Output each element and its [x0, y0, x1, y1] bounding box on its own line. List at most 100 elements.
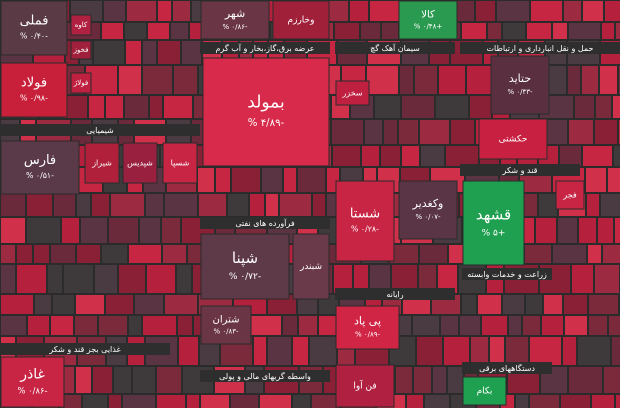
- tile: [544, 295, 562, 314]
- tile: [1, 265, 15, 293]
- tile: [280, 194, 311, 216]
- tile: [527, 23, 551, 39]
- tile: [268, 337, 291, 365]
- tile: [125, 23, 146, 39]
- tile: [361, 23, 380, 39]
- tile: [530, 337, 561, 365]
- stock-name: فجر: [562, 191, 577, 200]
- stock-tile: فخوز: [70, 40, 92, 60]
- tile: [174, 66, 197, 94]
- sector-header: [0, 124, 200, 136]
- tile: [143, 66, 172, 94]
- tile: [127, 1, 156, 21]
- stock-change: -۰/۸۶ %: [222, 23, 248, 31]
- tile: [592, 395, 614, 408]
- stock-tile: حکشتی: [478, 118, 548, 160]
- tile: [604, 367, 620, 393]
- stock-name: بمولد: [247, 93, 284, 113]
- tile: [602, 23, 614, 39]
- tile: [298, 295, 317, 314]
- tile: [553, 23, 567, 39]
- tile: [470, 96, 491, 118]
- tile: [516, 395, 528, 408]
- sector-header: [460, 164, 580, 176]
- tile: [63, 96, 87, 118]
- tile: [478, 295, 501, 314]
- tile: [601, 194, 620, 216]
- tile: [84, 142, 120, 184]
- tile: [413, 316, 439, 335]
- tile: [1, 295, 33, 314]
- tile: [76, 367, 91, 393]
- tile: [335, 180, 395, 262]
- sector-label: حمل و نقل انبارداری و ارتباطات: [487, 44, 594, 53]
- tile: [523, 316, 540, 335]
- tile: [146, 194, 163, 216]
- tile: [462, 23, 486, 39]
- stock-name: وکغدیر: [412, 197, 444, 210]
- sector-header: [462, 268, 552, 280]
- tile: [216, 168, 230, 192]
- tile: [126, 41, 141, 64]
- tile: [451, 120, 474, 144]
- tile: [370, 265, 390, 293]
- tile: [95, 265, 117, 293]
- tile: [62, 218, 79, 243]
- tile: [420, 120, 449, 144]
- tile: [382, 23, 398, 39]
- stock-name: بکام: [477, 387, 493, 397]
- tile: [542, 316, 563, 335]
- tile: [539, 194, 557, 216]
- tile: [438, 265, 457, 293]
- stock-name: فارس: [24, 153, 56, 168]
- tile: [150, 96, 162, 118]
- tile: [558, 218, 577, 243]
- stock-tile: شتران -۰/۸۳ %: [200, 305, 252, 345]
- tile: [396, 367, 412, 393]
- stock-name: شپدیس: [127, 159, 153, 168]
- tile: [616, 23, 620, 39]
- tile: [407, 395, 423, 408]
- stock-tile: شپدیس: [122, 142, 158, 184]
- stock-name: فخوز: [73, 46, 89, 54]
- tile: [53, 295, 74, 314]
- stock-name: شستا: [350, 206, 380, 221]
- sector-header: [460, 42, 620, 54]
- tile: [560, 146, 581, 166]
- tile: [202, 57, 330, 167]
- tile: [75, 316, 97, 335]
- tile: [553, 245, 586, 263]
- tile: [530, 395, 559, 408]
- tile: [147, 265, 175, 293]
- tile: [439, 66, 465, 94]
- tile: [164, 96, 192, 118]
- stock-tile: حتاید -۰/۴۳ %: [490, 55, 550, 115]
- tile: [381, 146, 400, 166]
- tile: [1, 245, 15, 263]
- tile: [199, 194, 226, 216]
- stock-name: فملی: [20, 13, 49, 28]
- tile: [70, 40, 92, 60]
- tile: [588, 245, 601, 263]
- stock-tile: قشهد +۵ %: [462, 180, 525, 266]
- tile: [589, 316, 607, 335]
- tile: [187, 395, 199, 408]
- tile: [119, 66, 141, 94]
- tile: [266, 194, 278, 216]
- tile: [335, 305, 400, 350]
- stock-tile: کاوه: [70, 14, 92, 36]
- stock-name: حکشتی: [499, 135, 528, 145]
- tile: [178, 316, 192, 335]
- tile: [254, 337, 266, 365]
- tile: [441, 316, 458, 335]
- tile: [587, 194, 599, 216]
- tile: [35, 295, 51, 314]
- tile: [268, 295, 296, 314]
- tile: [565, 316, 587, 335]
- tile: [162, 142, 198, 184]
- tile: [425, 395, 449, 408]
- stock-name: پی پاد: [354, 314, 381, 327]
- tile: [595, 120, 617, 144]
- tile: [200, 0, 270, 40]
- tile: [335, 23, 359, 39]
